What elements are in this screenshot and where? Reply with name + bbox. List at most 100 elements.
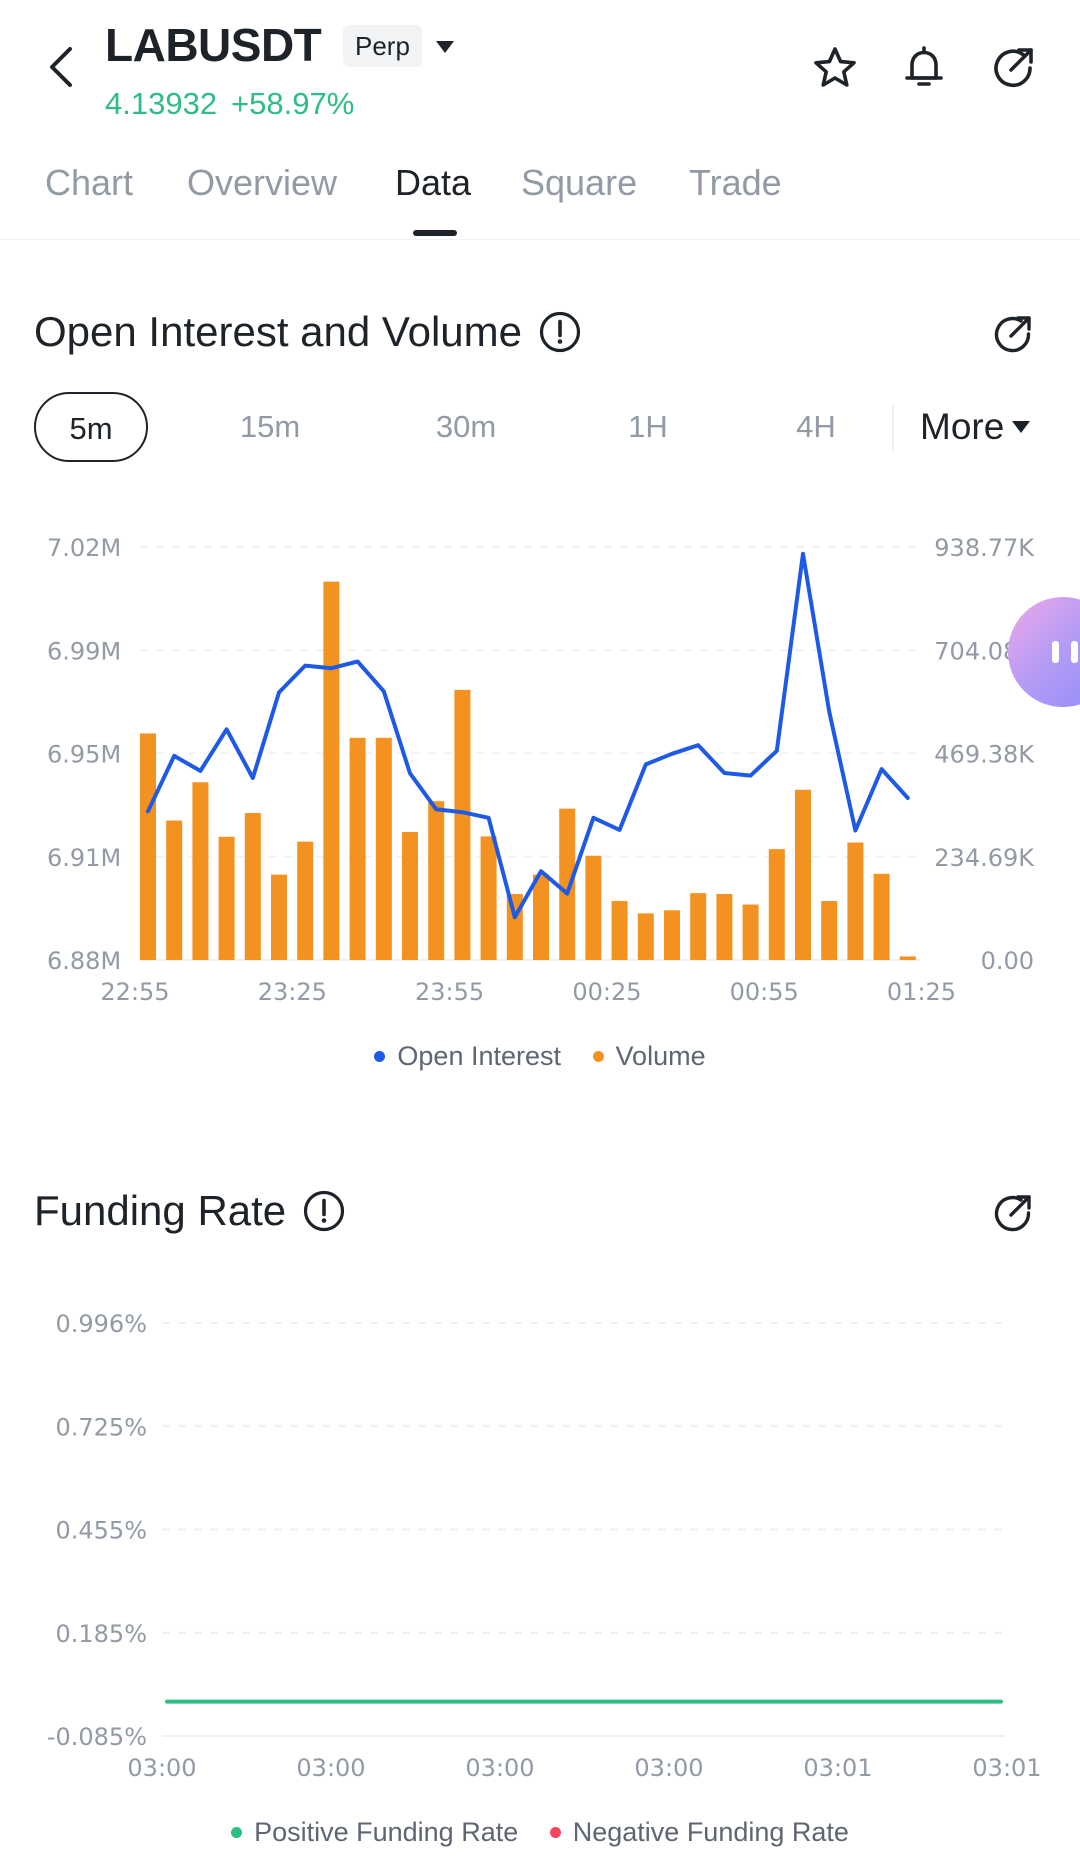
x-tick-label: 23:55 <box>415 978 484 1006</box>
legend-oi-label: Open Interest <box>397 1041 562 1071</box>
last-price: 4.13932 <box>105 86 218 121</box>
active-tab-indicator <box>413 230 457 236</box>
price-change: +58.97% <box>231 86 355 121</box>
funding-rate-chart: 0.996% 0.725% 0.455% 0.185% -0.085% 03:00 03:0… <box>47 1310 1042 1782</box>
volume-bar <box>428 801 445 960</box>
interval-selector: 5m 15m 30m 1H 4H More <box>0 392 1080 472</box>
y-right-tick-label: 469.38K <box>934 741 1035 769</box>
legend-negative-label: Negative Funding Rate <box>572 1817 849 1847</box>
tab-chart[interactable]: Chart <box>45 162 134 203</box>
x-tick-label: 22:55 <box>100 978 169 1006</box>
y-tick-label: 0.996% <box>55 1310 147 1338</box>
external-link-icon <box>994 1195 1031 1232</box>
legend-dot <box>549 1827 561 1838</box>
perp-badge: Perp <box>343 25 422 67</box>
volume-bar <box>297 841 314 960</box>
funding-title-text: Funding Rate <box>34 1187 287 1234</box>
x-tick-label: 03:00 <box>465 1754 534 1782</box>
more-label: More <box>920 406 1005 447</box>
volume-bar <box>742 904 759 960</box>
tab-square[interactable]: Square <box>521 162 638 203</box>
alert-button[interactable] <box>900 44 948 92</box>
y-left-tick-label: 6.95M <box>47 741 121 769</box>
volume-bar <box>716 894 733 960</box>
funding-legend: Positive Funding Rate Negative Funding R… <box>0 1814 1080 1848</box>
caret-down-icon <box>436 41 454 53</box>
info-icon[interactable] <box>538 310 582 354</box>
volume-bar <box>559 808 576 960</box>
funding-section-title: Funding Rate <box>34 1187 346 1235</box>
tab-overview[interactable]: Overview <box>187 162 338 203</box>
more-intervals-button[interactable]: More <box>920 392 1032 462</box>
oi-expand-button[interactable] <box>990 311 1036 357</box>
info-icon[interactable] <box>302 1189 346 1233</box>
tab-trade[interactable]: Trade <box>689 162 782 203</box>
volume-bar <box>795 789 811 960</box>
interval-divider <box>892 404 894 450</box>
favorite-button[interactable] <box>811 44 859 92</box>
y-left-tick-label: 6.88M <box>47 947 121 975</box>
x-tick-label: 01:25 <box>887 978 956 1006</box>
interval-4h[interactable]: 4H <box>796 409 836 444</box>
volume-bar <box>873 873 890 960</box>
volume-bar <box>454 689 471 960</box>
x-tick-label: 23:25 <box>258 978 327 1006</box>
y-right-tick-label: 0.00 <box>981 947 1034 975</box>
interval-5m[interactable]: 5m <box>34 392 148 462</box>
legend-positive-label: Positive Funding Rate <box>254 1817 519 1847</box>
x-tick-label: 00:25 <box>572 978 641 1006</box>
header: LABUSDT Perp 4.13932 +58.97% <box>0 0 1080 130</box>
y-left-tick-label: 7.02M <box>47 534 121 562</box>
volume-bar <box>585 855 602 960</box>
back-button[interactable] <box>40 42 80 92</box>
volume-bar <box>166 820 183 960</box>
y-tick-label: 0.725% <box>55 1413 147 1441</box>
interval-1h[interactable]: 1H <box>628 409 668 444</box>
x-tick-label: 00:55 <box>730 978 799 1006</box>
bubble-bar <box>1052 641 1059 663</box>
volume-bar <box>533 874 549 960</box>
volume-bar <box>847 842 864 960</box>
legend-volume: Volume <box>592 1041 706 1072</box>
volume-bar <box>218 836 235 960</box>
legend-open-interest: Open Interest <box>374 1041 561 1072</box>
x-tick-label: 03:00 <box>634 1754 703 1782</box>
y-tick-label: 0.455% <box>55 1517 147 1545</box>
volume-bar <box>375 737 392 960</box>
volume-bar <box>768 849 785 960</box>
y-tick-label: 0.185% <box>55 1620 147 1648</box>
x-tick-label: 03:01 <box>972 1754 1041 1782</box>
contract-selector[interactable] <box>430 32 460 62</box>
interval-15m[interactable]: 15m <box>239 409 301 444</box>
x-tick-label: 03:00 <box>296 1754 365 1782</box>
volume-bar <box>480 836 497 960</box>
interval-30m[interactable]: 30m <box>435 409 497 444</box>
share-button[interactable] <box>989 44 1037 92</box>
volume-bar <box>271 874 287 960</box>
volume-bar <box>637 913 654 960</box>
open-interest-line <box>146 551 910 920</box>
legend-positive-funding: Positive Funding Rate <box>231 1817 518 1848</box>
legend-dot <box>231 1827 243 1838</box>
volume-bar <box>323 581 340 960</box>
external-link-icon <box>994 316 1031 353</box>
legend-volume-label: Volume <box>615 1041 706 1071</box>
oi-section-title: Open Interest and Volume <box>34 308 582 356</box>
volume-bar <box>611 901 628 960</box>
y-right-tick-label: 234.69K <box>934 844 1035 872</box>
symbol-title[interactable]: LABUSDT <box>105 19 322 71</box>
open-interest-volume-chart: 7.02M6.99M6.95M6.91M6.88M938.77K704.08K4… <box>47 534 1035 1006</box>
tab-data[interactable]: Data <box>395 162 472 203</box>
y-left-tick-label: 6.99M <box>47 637 121 665</box>
funding-expand-button[interactable] <box>990 1190 1036 1236</box>
legend-dot <box>374 1051 386 1062</box>
tab-bar: Chart Overview Data Square Trade <box>0 150 1080 240</box>
volume-bar <box>899 956 916 960</box>
x-tick-label: 03:01 <box>803 1754 872 1782</box>
legend-dot <box>592 1051 604 1062</box>
bubble-bar <box>1071 641 1078 663</box>
oi-title-text: Open Interest and Volume <box>34 308 522 355</box>
oi-legend: Open Interest Volume <box>0 1038 1080 1072</box>
volume-bar <box>690 893 707 960</box>
volume-bar <box>821 901 838 960</box>
